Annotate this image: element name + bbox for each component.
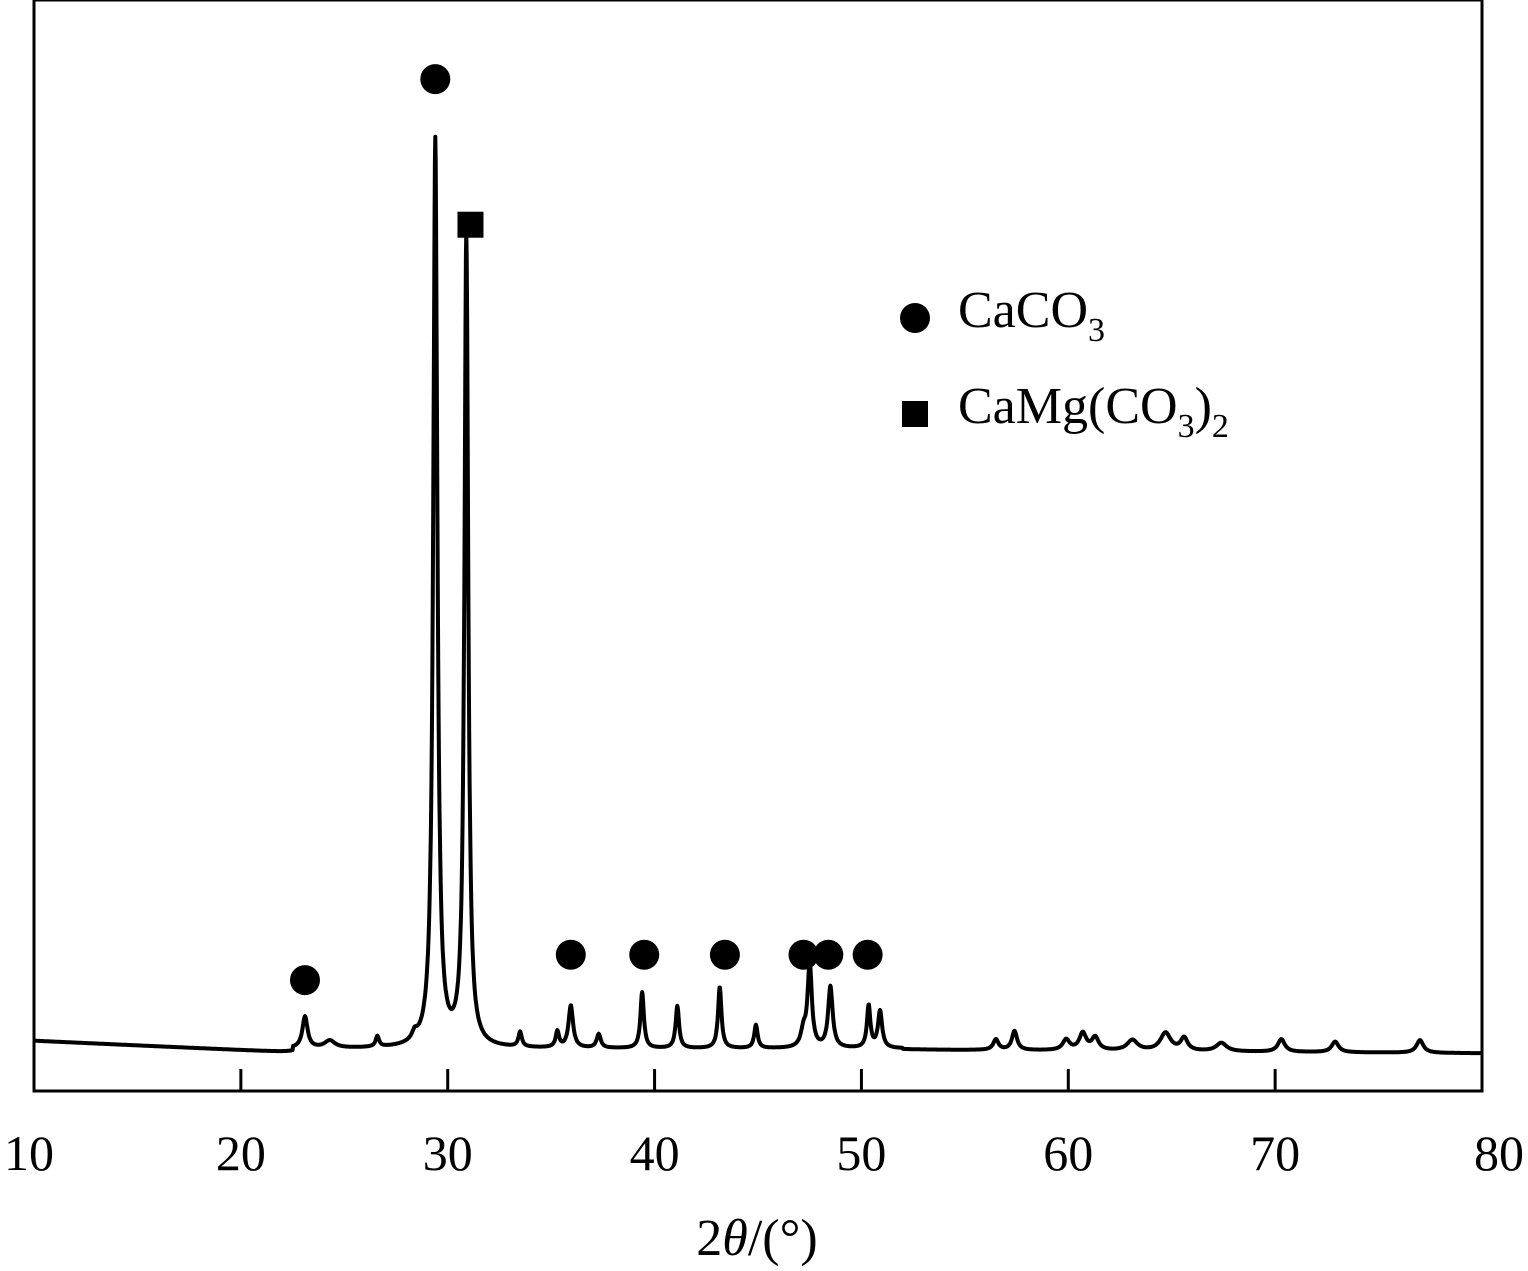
- x-tick-label: 10: [4, 1125, 54, 1181]
- x-tick-label: 20: [216, 1125, 266, 1181]
- plot-frame: [32, 0, 1484, 1093]
- xrd-pattern-line: [32, 134, 1484, 1056]
- x-axis-title: 2θ/(°): [696, 1210, 817, 1267]
- legend-label-caco3: CaCO3: [958, 282, 1105, 349]
- legend-circle-marker: [900, 303, 930, 333]
- caco3-peak-marker: [788, 939, 819, 970]
- caco3-peak-marker: [629, 939, 660, 970]
- x-tick-label: 80: [1474, 1125, 1524, 1181]
- caco3-peak-marker: [420, 64, 451, 95]
- caco3-peak-marker: [289, 965, 320, 996]
- legend-label-camgco32: CaMg(CO3)2: [958, 378, 1229, 445]
- caco3-peak-marker: [555, 939, 586, 970]
- x-axis-ticks: [239, 1069, 1277, 1091]
- camgco32-peak-marker: [457, 211, 484, 238]
- caco3-peak-marker: [852, 939, 883, 970]
- x-tick-label: 60: [1043, 1125, 1093, 1181]
- x-tick-label: 40: [630, 1125, 680, 1181]
- x-tick-label: 50: [836, 1125, 886, 1181]
- caco3-peak-marker: [813, 939, 844, 970]
- legend-square-marker: [902, 401, 928, 427]
- x-tick-label: 30: [423, 1125, 473, 1181]
- x-axis-tick-labels: 10 20 30 40 50 60 70 80: [4, 1125, 1524, 1181]
- caco3-peak-marker: [709, 939, 740, 970]
- legend: CaCO3 CaMg(CO3)2: [900, 282, 1229, 445]
- x-tick-label: 70: [1250, 1125, 1300, 1181]
- phase-markers: [289, 64, 883, 996]
